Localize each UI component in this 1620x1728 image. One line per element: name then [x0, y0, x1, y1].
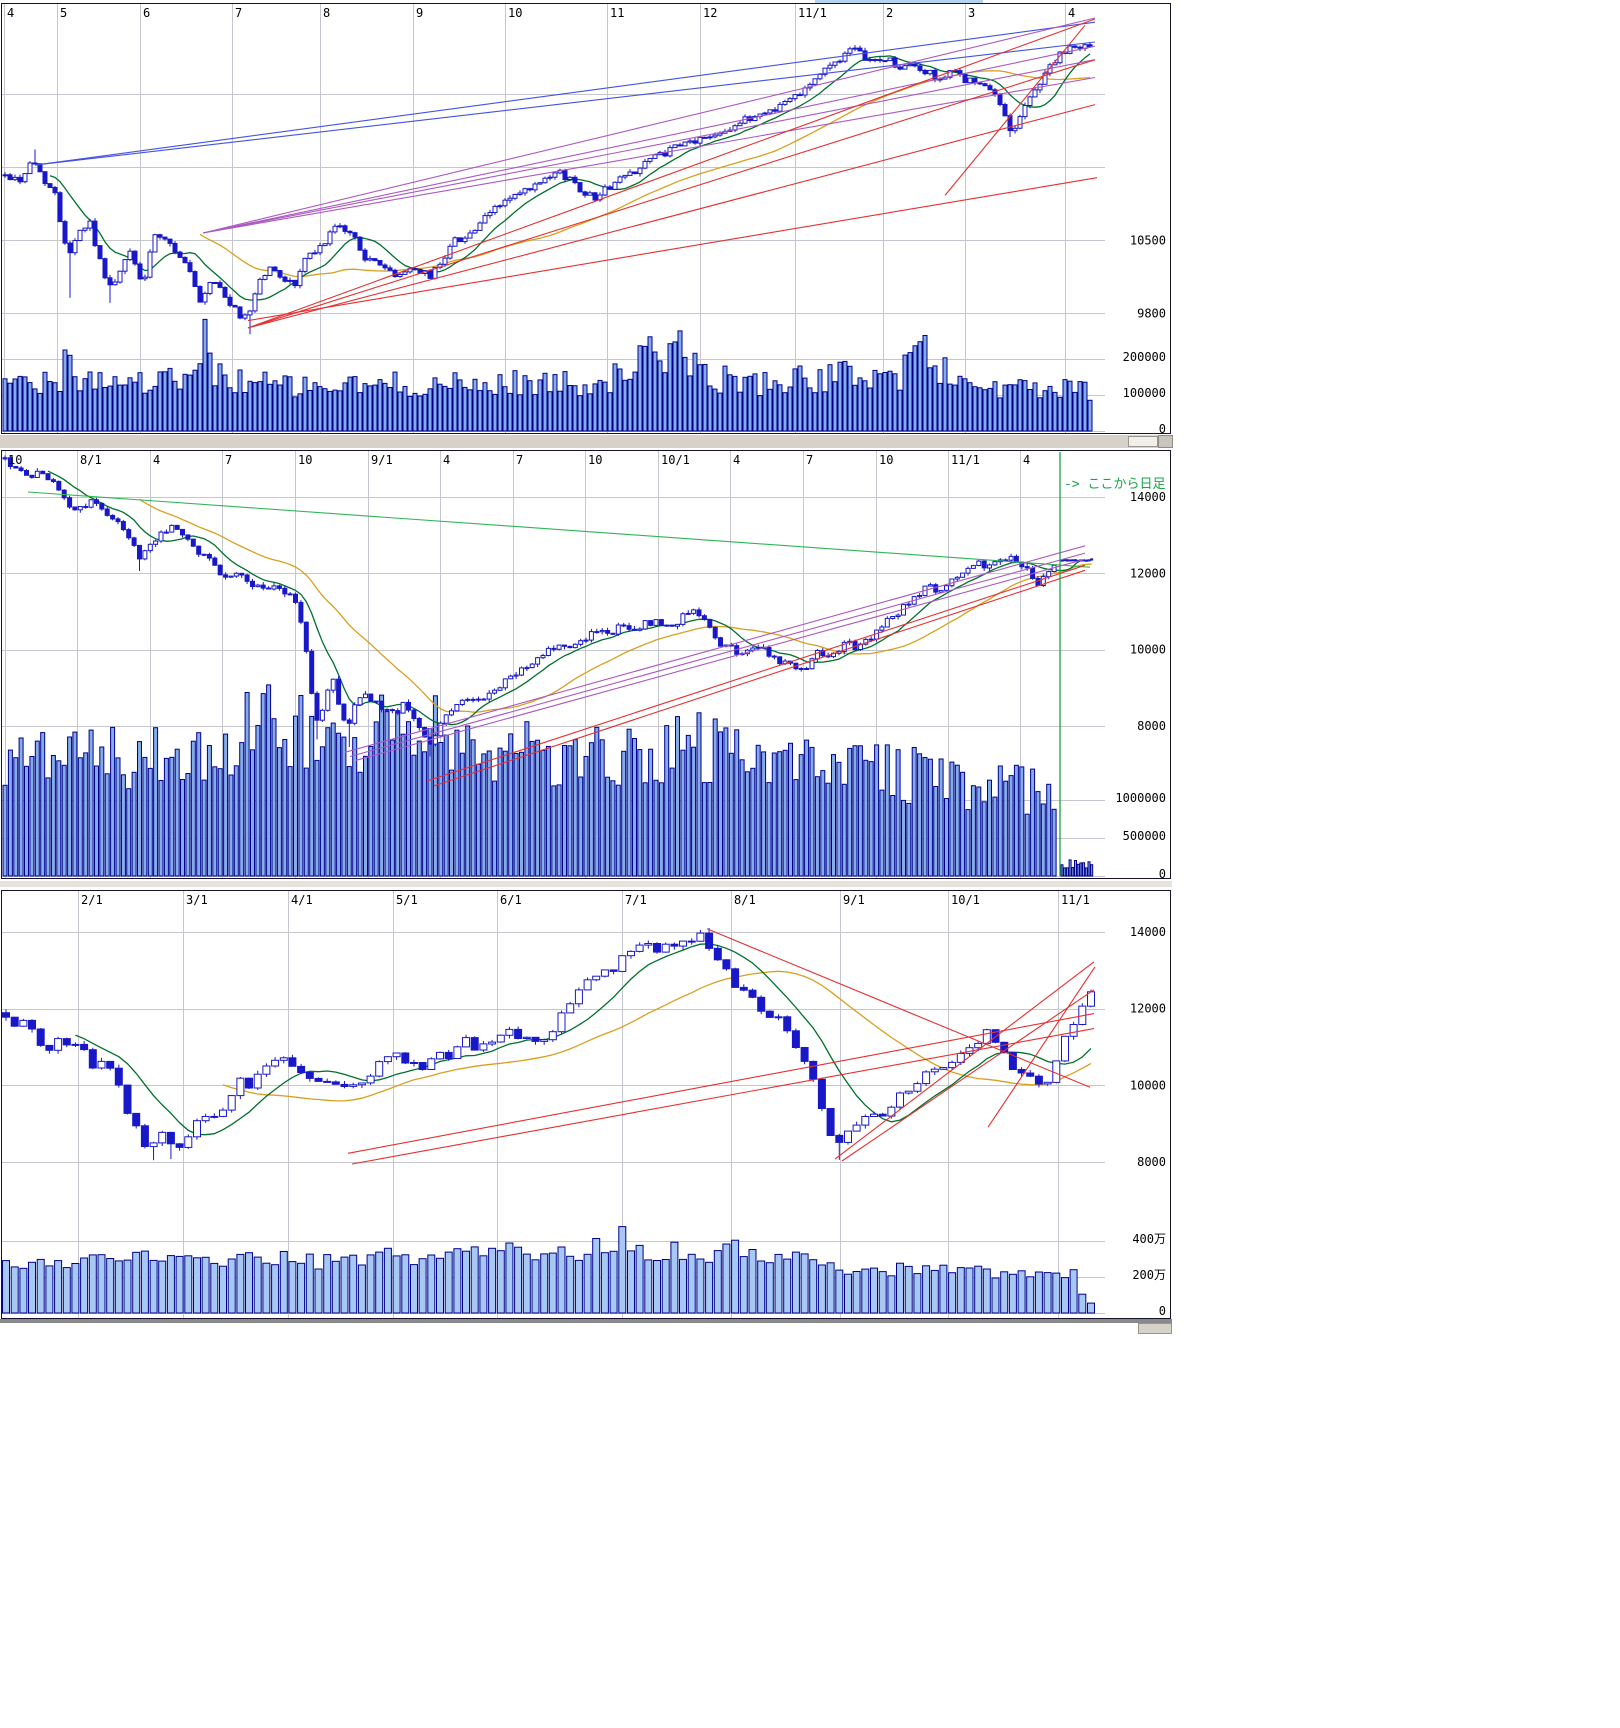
- svg-text:7/1: 7/1: [625, 893, 647, 907]
- chart-border: [1, 450, 1171, 879]
- svg-text:7: 7: [806, 453, 813, 467]
- volume-axis-labels: 1000000 500000 0: [1115, 791, 1166, 879]
- scrollbar-right-button[interactable]: [1158, 435, 1173, 448]
- x-axis-labels: 4 5 6 7 8 9 10 11 12 11/1 2 3 4: [7, 6, 1075, 20]
- svg-text:10: 10: [588, 453, 602, 467]
- svg-text:12: 12: [703, 6, 717, 20]
- svg-text:11/1: 11/1: [798, 6, 827, 20]
- volume-axis-labels: 400万 200万 0: [1132, 1232, 1166, 1318]
- svg-text:10/1: 10/1: [951, 893, 980, 907]
- volume-bars: [2, 318, 1093, 432]
- svg-text:2/1: 2/1: [81, 893, 103, 907]
- volume-bars: [2, 1226, 1095, 1314]
- svg-text:8000: 8000: [1137, 719, 1166, 733]
- svg-text:9/1: 9/1: [843, 893, 865, 907]
- x-axis-labels: 2/1 3/1 4/1 5/1 6/1 7/1 8/1 9/1 10/1 11/1: [81, 893, 1090, 907]
- svg-text:12000: 12000: [1130, 566, 1166, 580]
- trendlines[interactable]: [27, 491, 1091, 787]
- svg-text:5/1: 5/1: [396, 893, 418, 907]
- svg-text:10000: 10000: [1130, 1078, 1166, 1092]
- svg-text:9/1: 9/1: [371, 453, 393, 467]
- chart-border: [1, 3, 1171, 434]
- candlesticks: [2, 42, 1093, 335]
- ma-short-line: [75, 943, 1092, 1136]
- svg-text:6/1: 6/1: [500, 893, 522, 907]
- svg-text:9800: 9800: [1137, 306, 1166, 320]
- svg-text:400万: 400万: [1132, 1232, 1166, 1246]
- svg-text:6: 6: [143, 6, 150, 20]
- svg-text:1000000: 1000000: [1115, 791, 1166, 805]
- scrollbar-thumb[interactable]: [1128, 436, 1158, 447]
- svg-text:10: 10: [298, 453, 312, 467]
- svg-text:4: 4: [733, 453, 740, 467]
- svg-text:0: 0: [1159, 1304, 1166, 1318]
- horizontal-scrollbar[interactable]: [0, 435, 1173, 448]
- svg-text:7: 7: [235, 6, 242, 20]
- x-axis-labels: 10 8/1 4 7 10 9/1 4 7 10 10/1 4 7 10 11/1 4: [8, 453, 1030, 467]
- svg-text:8000: 8000: [1137, 1155, 1166, 1169]
- svg-text:10500: 10500: [1130, 233, 1166, 247]
- price-axis-labels: 14000 12000 10000 8000: [1130, 925, 1166, 1169]
- middle-weekly-chart-canvas[interactable]: -> ここから日足 10 8/1 4 7 10 9/1 4 7 10 10/1 4 7 10 11/1 4 14…: [0, 450, 1172, 879]
- chart-top-daily[interactable]: 4 5 6 7 8 9 10 11 12 11/1 2 3 4 10500 9800 200000 100000…: [0, 3, 1172, 434]
- svg-text:100000: 100000: [1123, 386, 1166, 400]
- svg-text:11/1: 11/1: [1061, 893, 1090, 907]
- ma-long-line: [139, 498, 1092, 713]
- svg-text:0: 0: [1159, 867, 1166, 879]
- svg-text:7: 7: [225, 453, 232, 467]
- svg-text:2: 2: [886, 6, 893, 20]
- svg-text:10/1: 10/1: [661, 453, 690, 467]
- chart-middle-weekly[interactable]: -> ここから日足 10 8/1 4 7 10 9/1 4 7 10 10/1 4 7 10 11/1 4 14…: [0, 450, 1172, 879]
- svg-text:8/1: 8/1: [734, 893, 756, 907]
- svg-text:12000: 12000: [1130, 1002, 1166, 1016]
- svg-text:4/1: 4/1: [291, 893, 313, 907]
- svg-text:14000: 14000: [1130, 925, 1166, 939]
- svg-text:0: 0: [1159, 422, 1166, 434]
- svg-text:200000: 200000: [1123, 350, 1166, 364]
- ma-short-line: [47, 470, 1092, 726]
- svg-text:8: 8: [323, 6, 330, 20]
- chart-separator-strip: [0, 881, 1172, 887]
- price-axis-labels: 10500 9800: [1130, 233, 1166, 320]
- svg-text:3/1: 3/1: [186, 893, 208, 907]
- svg-text:11: 11: [610, 6, 624, 20]
- svg-text:14000: 14000: [1130, 490, 1166, 504]
- svg-text:9: 9: [416, 6, 423, 20]
- chart-border: [1, 890, 1171, 1319]
- svg-text:10: 10: [879, 453, 893, 467]
- svg-text:8/1: 8/1: [80, 453, 102, 467]
- volume-axis-labels: 200000 100000 0: [1123, 350, 1166, 434]
- window-edge-fragment: [815, 0, 983, 4]
- svg-text:10000: 10000: [1130, 643, 1166, 657]
- svg-text:5: 5: [60, 6, 67, 20]
- bottom-chart-canvas[interactable]: 2/1 3/1 4/1 5/1 6/1 7/1 8/1 9/1 10/1 11/1 14000 120…: [0, 890, 1172, 1319]
- svg-text:10: 10: [8, 453, 22, 467]
- svg-text:500000: 500000: [1123, 829, 1166, 843]
- svg-text:4: 4: [443, 453, 450, 467]
- svg-text:4: 4: [7, 6, 14, 20]
- chart-bottom[interactable]: 2/1 3/1 4/1 5/1 6/1 7/1 8/1 9/1 10/1 11/1 14000 120…: [0, 890, 1172, 1319]
- trendlines[interactable]: [34, 17, 1098, 329]
- svg-text:4: 4: [153, 453, 160, 467]
- trendlines[interactable]: [347, 928, 1096, 1165]
- bottom-scrollbar-strip[interactable]: [0, 1319, 1172, 1334]
- scrollbar-size-grip[interactable]: [1138, 1323, 1172, 1334]
- svg-text:11/1: 11/1: [951, 453, 980, 467]
- svg-text:4: 4: [1023, 453, 1030, 467]
- svg-text:4: 4: [1068, 6, 1075, 20]
- volume-bars: [2, 684, 1094, 877]
- daily-start-annotation: -> ここから日足: [1064, 477, 1165, 492]
- price-axis-labels: 14000 12000 10000 8000: [1130, 490, 1166, 733]
- svg-text:200万: 200万: [1132, 1268, 1166, 1282]
- svg-text:10: 10: [508, 6, 522, 20]
- svg-text:7: 7: [516, 453, 523, 467]
- svg-text:3: 3: [968, 6, 975, 20]
- top-daily-chart-canvas[interactable]: 4 5 6 7 8 9 10 11 12 11/1 2 3 4 10500 9800 200000 100000…: [0, 3, 1172, 434]
